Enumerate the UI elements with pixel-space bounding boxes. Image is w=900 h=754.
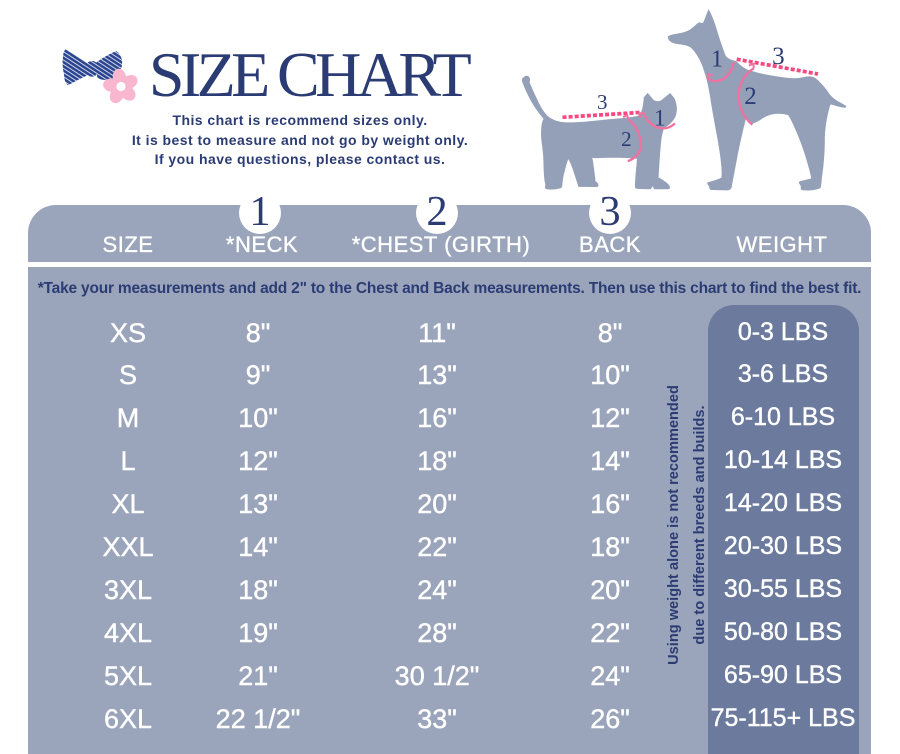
svg-text:1: 1 (711, 46, 723, 72)
svg-text:1: 1 (654, 105, 666, 130)
svg-text:2: 2 (744, 83, 757, 110)
svg-text:2: 2 (621, 127, 632, 151)
svg-text:3: 3 (597, 90, 608, 114)
svg-text:3: 3 (772, 43, 785, 70)
